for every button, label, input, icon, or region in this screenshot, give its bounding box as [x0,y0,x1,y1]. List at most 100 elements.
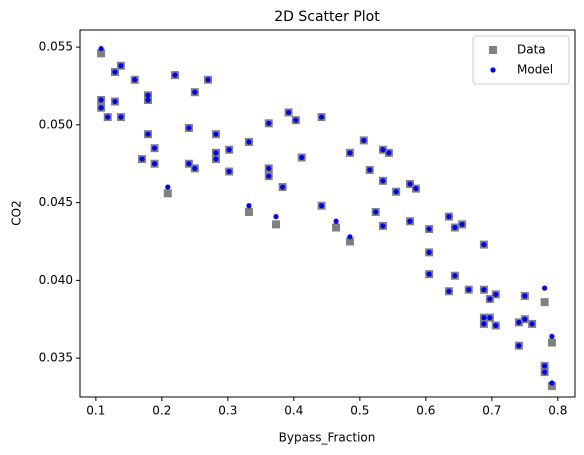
legend-label: Data [517,43,546,57]
y-tick-label: 0.055 [39,40,73,54]
chart-title: 2D Scatter Plot [274,9,380,25]
model-point [299,154,305,161]
model-point [273,214,279,220]
model-point [165,184,171,190]
x-tick-label: 0.3 [218,404,237,418]
model-point [516,319,522,325]
model-point [407,181,413,187]
model-point [333,218,339,224]
model-point [446,288,452,294]
model-point [493,291,499,297]
legend-marker [490,67,496,73]
x-tick-label: 0.2 [152,404,171,418]
legend-marker [489,46,497,54]
model-point [266,120,272,126]
data-point [547,338,556,347]
model-point [192,89,198,95]
model-point [386,150,392,156]
model-point [529,321,535,327]
y-tick-label: 0.045 [39,195,73,209]
model-point [347,150,353,156]
model-point [266,173,272,179]
model-point [452,273,458,279]
model-point [466,287,472,293]
model-point [452,224,458,231]
model-point [186,161,192,167]
data-point [272,220,281,229]
model-point [373,209,379,215]
model-point [172,72,178,78]
model-point [151,145,158,151]
model-point [522,316,528,322]
model-point [481,287,487,293]
model-point [112,98,118,105]
data-point [540,298,549,307]
data-point [345,237,354,246]
data-point [332,223,341,232]
model-point [393,189,399,195]
y-tick-label: 0.050 [39,117,73,131]
model-point [481,242,487,248]
model-point [226,147,232,153]
model-point [112,69,118,75]
model-point [516,343,522,349]
model-point [186,125,192,131]
model-point [487,315,493,321]
model-point [280,184,286,190]
model-point [426,249,432,255]
model-point [98,105,104,111]
x-axis-label: Bypass_Fraction [279,431,376,445]
data-point [547,382,556,391]
model-point [213,150,219,156]
model-point [105,114,111,120]
model-point [318,203,325,209]
model-point [145,92,151,98]
model-point [192,165,198,172]
model-point [549,380,555,386]
model-point [367,167,373,173]
model-point [246,139,252,145]
model-point [347,234,353,240]
model-point [205,77,211,83]
model-point [98,46,104,52]
model-point [118,114,124,120]
x-tick-label: 0.7 [482,404,501,418]
model-point [481,321,487,327]
model-point [266,165,272,172]
model-point [542,363,548,369]
model-point [493,322,499,329]
model-point [459,221,465,227]
data-point [97,49,106,58]
model-point [98,97,104,103]
y-axis-label: CO2 [10,200,24,225]
model-point [285,109,292,116]
model-point [446,214,452,220]
model-point [361,137,367,144]
model-point [226,168,232,175]
x-tick-label: 0.4 [284,404,303,418]
model-point [293,117,299,123]
model-point [481,315,487,321]
model-point [522,293,528,299]
model-point [318,114,325,120]
data-point [244,207,253,216]
model-point [407,218,413,224]
model-point [145,97,151,103]
model-point [426,271,432,277]
model-point [380,178,386,184]
model-point [213,156,219,162]
model-point [542,369,548,375]
y-tick-label: 0.040 [39,273,73,287]
x-tick-label: 0.8 [548,404,567,418]
model-point [413,186,419,192]
model-point [139,156,145,162]
model-point [213,131,219,137]
x-tick-label: 0.5 [350,404,369,418]
model-point [246,203,252,209]
model-point [487,296,493,302]
x-tick-label: 0.1 [86,404,105,418]
x-tick-label: 0.6 [416,404,435,418]
plot-frame [79,29,576,398]
